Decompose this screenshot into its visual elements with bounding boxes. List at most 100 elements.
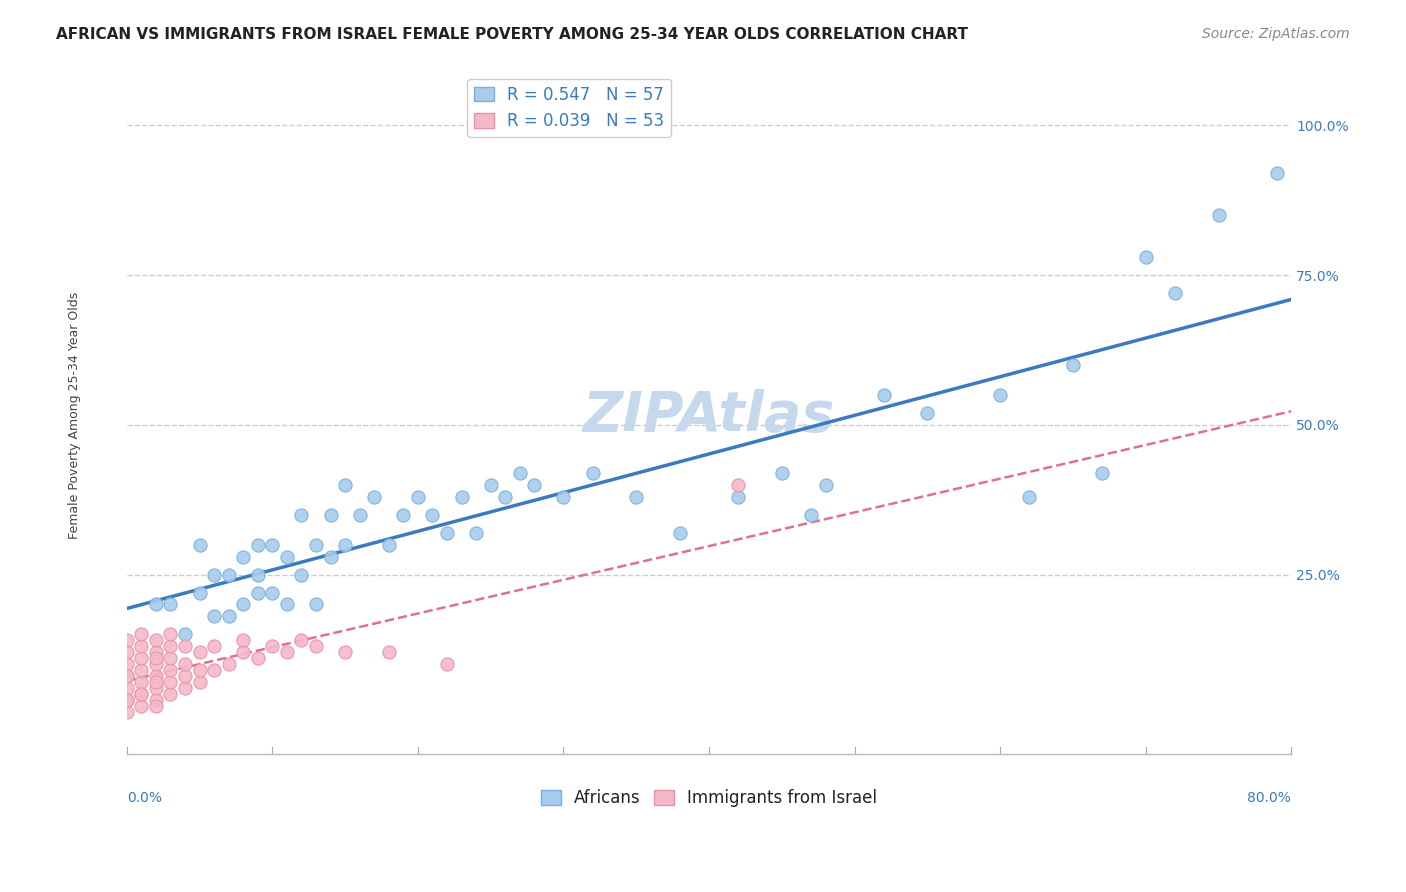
Text: AFRICAN VS IMMIGRANTS FROM ISRAEL FEMALE POVERTY AMONG 25-34 YEAR OLDS CORRELATI: AFRICAN VS IMMIGRANTS FROM ISRAEL FEMALE… [56, 27, 969, 42]
Point [727, 490, 749, 504]
Point [145, 681, 167, 696]
Point [159, 598, 181, 612]
Point [188, 585, 211, 599]
Point [814, 477, 837, 491]
Point [319, 508, 342, 522]
Point [188, 664, 211, 678]
Point [553, 490, 575, 504]
Point [232, 633, 254, 648]
Point [218, 657, 240, 672]
Point [349, 508, 371, 522]
Text: Female Poverty Among 25-34 Year Olds: Female Poverty Among 25-34 Year Olds [67, 293, 82, 540]
Point [581, 466, 603, 480]
Point [246, 651, 269, 665]
Point [145, 669, 167, 683]
Point [115, 657, 138, 672]
Point [626, 490, 648, 504]
Point [319, 549, 342, 564]
Point [378, 645, 401, 659]
Point [115, 633, 138, 648]
Text: 80.0%: 80.0% [1247, 791, 1291, 805]
Point [1018, 490, 1040, 504]
Point [800, 508, 823, 522]
Point [159, 687, 181, 701]
Point [232, 549, 254, 564]
Point [363, 490, 385, 504]
Point [159, 675, 181, 690]
Point [131, 699, 153, 714]
Point [305, 538, 328, 552]
Point [873, 388, 896, 402]
Point [115, 693, 138, 707]
Point [115, 645, 138, 659]
Point [494, 490, 516, 504]
Point [115, 681, 138, 696]
Point [436, 525, 458, 540]
Point [290, 567, 312, 582]
Point [479, 477, 502, 491]
Point [218, 609, 240, 624]
Point [202, 664, 225, 678]
Point [131, 664, 153, 678]
Point [131, 675, 153, 690]
Point [276, 598, 298, 612]
Point [246, 538, 269, 552]
Point [917, 406, 939, 420]
Point [174, 627, 197, 641]
Point [276, 645, 298, 659]
Point [450, 490, 472, 504]
Point [509, 466, 531, 480]
Point [202, 609, 225, 624]
Point [232, 598, 254, 612]
Legend: Africans, Immigrants from Israel: Africans, Immigrants from Israel [534, 782, 884, 814]
Point [290, 508, 312, 522]
Point [145, 598, 167, 612]
Point [159, 651, 181, 665]
Point [115, 706, 138, 720]
Point [174, 657, 197, 672]
Text: Source: ZipAtlas.com: Source: ZipAtlas.com [1202, 27, 1350, 41]
Point [145, 699, 167, 714]
Point [115, 693, 138, 707]
Point [333, 477, 356, 491]
Point [174, 681, 197, 696]
Point [1265, 166, 1288, 180]
Point [988, 388, 1011, 402]
Point [159, 640, 181, 654]
Point [333, 645, 356, 659]
Point [131, 640, 153, 654]
Point [305, 640, 328, 654]
Point [159, 627, 181, 641]
Point [465, 525, 488, 540]
Point [392, 508, 415, 522]
Point [115, 669, 138, 683]
Point [188, 675, 211, 690]
Point [1091, 466, 1114, 480]
Point [202, 640, 225, 654]
Point [188, 645, 211, 659]
Point [131, 687, 153, 701]
Point [131, 687, 153, 701]
Point [202, 567, 225, 582]
Point [159, 664, 181, 678]
Point [145, 675, 167, 690]
Point [523, 477, 546, 491]
Point [1062, 358, 1084, 372]
Point [422, 508, 444, 522]
Point [262, 585, 284, 599]
Point [174, 640, 197, 654]
Point [145, 633, 167, 648]
Point [262, 538, 284, 552]
Point [305, 598, 328, 612]
Point [232, 645, 254, 659]
Point [727, 477, 749, 491]
Point [145, 693, 167, 707]
Point [218, 567, 240, 582]
Point [262, 640, 284, 654]
Point [145, 651, 167, 665]
Point [188, 538, 211, 552]
Point [131, 651, 153, 665]
Point [145, 645, 167, 659]
Point [333, 538, 356, 552]
Point [406, 490, 429, 504]
